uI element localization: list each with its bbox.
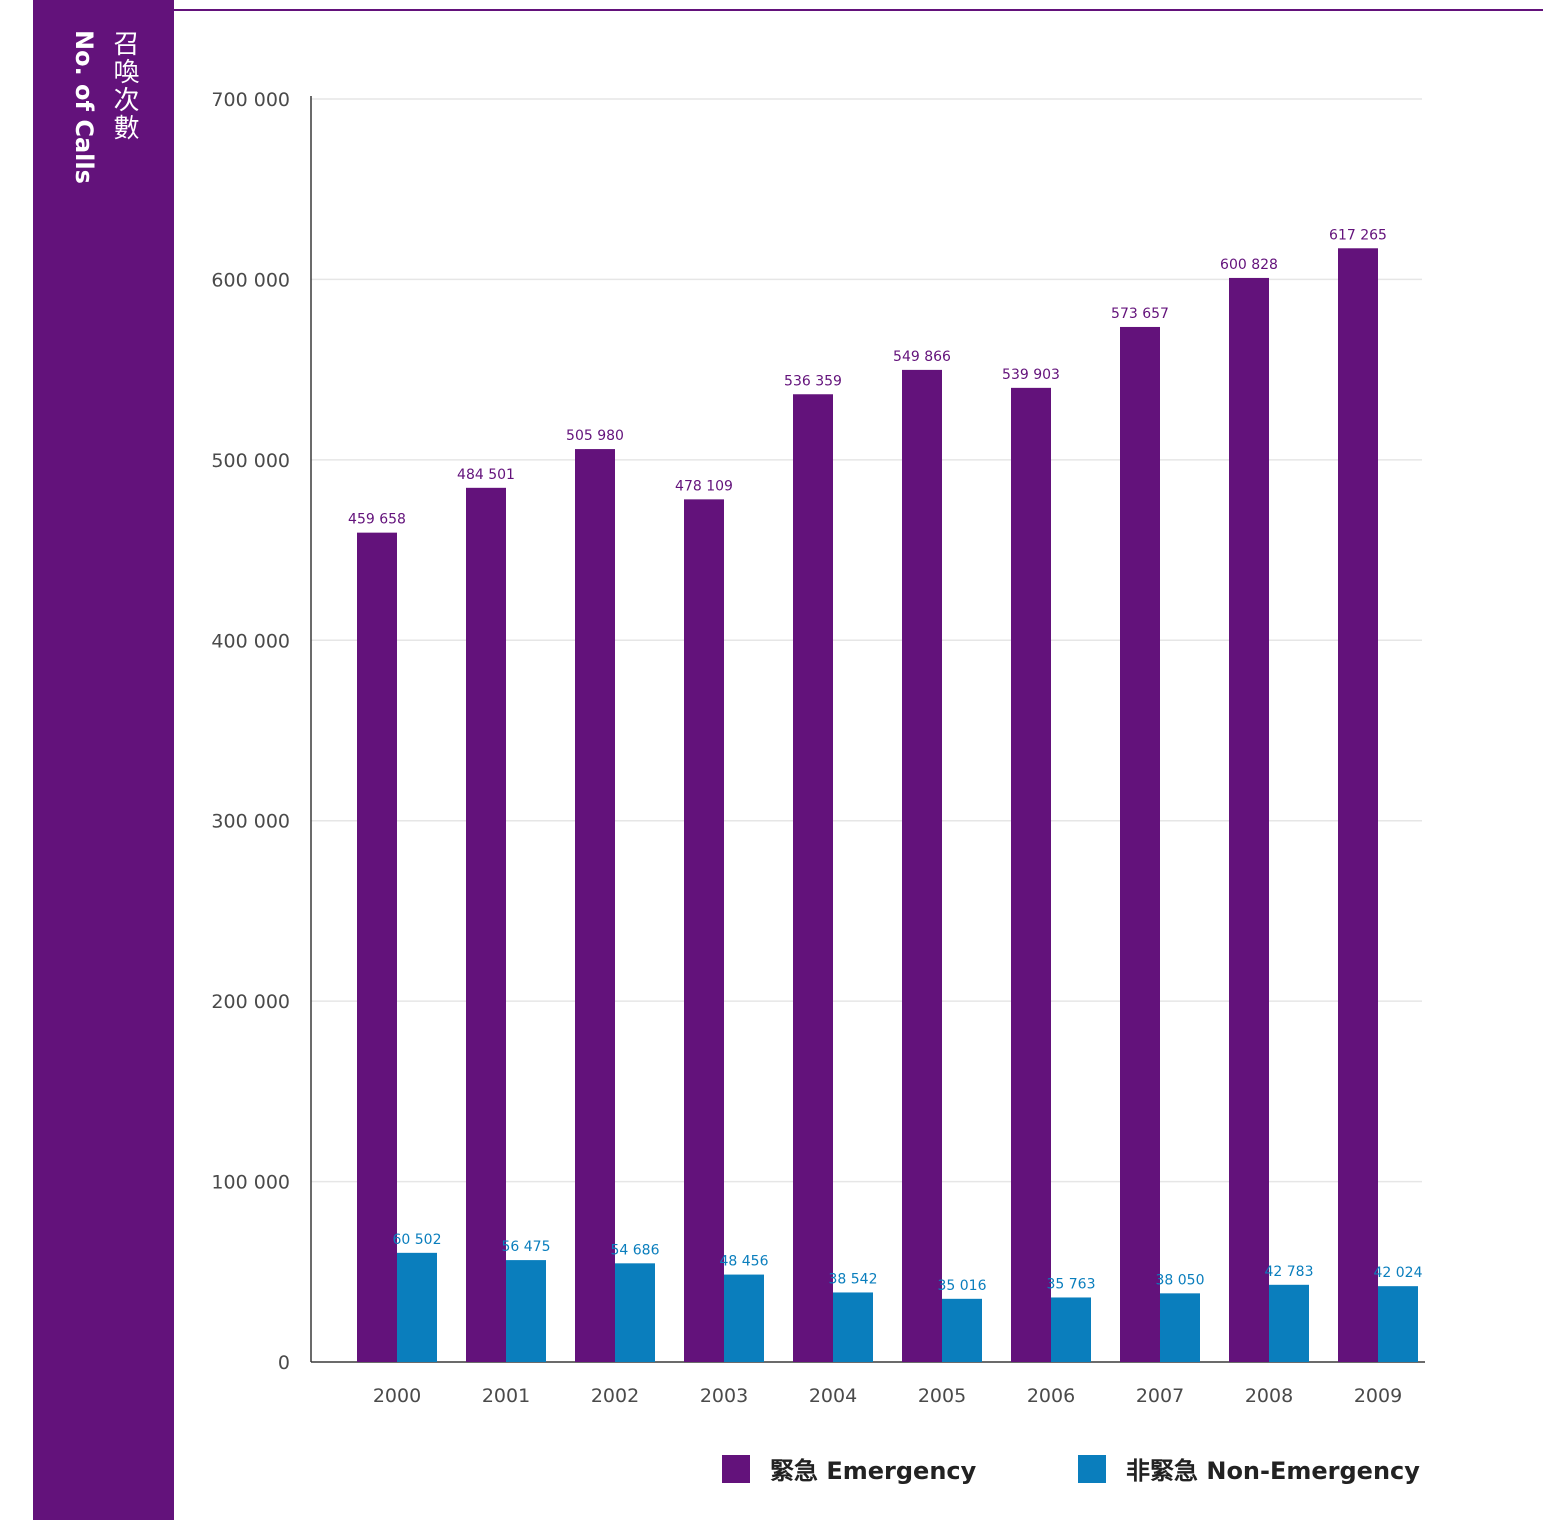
data-label-emergency: 478 109 xyxy=(675,478,733,494)
y-axis-title-zh: 召喚次數 xyxy=(109,30,139,142)
data-label-non-emergency: 54 686 xyxy=(611,1242,660,1258)
bar-non-emergency xyxy=(506,1260,546,1362)
x-tick-label: 2004 xyxy=(809,1385,857,1407)
y-tick-label: 700 000 xyxy=(211,89,290,111)
bar-non-emergency xyxy=(724,1274,764,1362)
data-label-non-emergency: 48 456 xyxy=(720,1254,769,1270)
data-label-non-emergency: 38 542 xyxy=(829,1271,878,1287)
x-tick-label: 2009 xyxy=(1354,1385,1402,1407)
data-label-non-emergency: 42 024 xyxy=(1374,1265,1423,1281)
bar-emergency xyxy=(684,499,724,1363)
bar-non-emergency xyxy=(397,1252,437,1362)
bar-emergency xyxy=(1229,277,1269,1363)
data-label-emergency: 600 828 xyxy=(1220,257,1278,273)
y-tick-label: 0 xyxy=(278,1352,290,1374)
data-label-non-emergency: 60 502 xyxy=(393,1232,442,1248)
y-tick-label: 600 000 xyxy=(211,269,290,291)
data-label-non-emergency: 35 016 xyxy=(938,1278,987,1294)
x-tick-label: 2002 xyxy=(591,1385,639,1407)
data-label-non-emergency: 42 783 xyxy=(1265,1264,1314,1280)
bar-non-emergency xyxy=(1269,1284,1309,1362)
y-tick-label: 300 000 xyxy=(211,811,290,833)
data-label-emergency: 573 657 xyxy=(1111,306,1169,322)
bar-emergency xyxy=(1338,248,1378,1362)
legend-label-emergency: 緊急 Emergency xyxy=(770,1457,977,1485)
bar-emergency xyxy=(466,487,506,1362)
data-label-emergency: 617 265 xyxy=(1329,227,1387,243)
data-label-non-emergency: 56 475 xyxy=(502,1239,551,1255)
y-axis-title: 召喚次數 No. of Calls xyxy=(66,30,146,350)
bar-emergency xyxy=(575,449,615,1362)
legend-swatch-emergency xyxy=(722,1454,750,1483)
sidebar-band xyxy=(33,0,174,1520)
bar-emergency xyxy=(902,369,942,1362)
y-axis-title-en: No. of Calls xyxy=(70,30,98,184)
data-label-emergency: 484 501 xyxy=(457,467,515,483)
data-label-non-emergency: 35 763 xyxy=(1047,1276,1096,1292)
x-tick-label: 2008 xyxy=(1245,1385,1293,1407)
legend: 緊急 Emergency 非緊急 Non-Emergency xyxy=(722,1451,1482,1495)
data-label-emergency: 459 658 xyxy=(348,512,406,528)
data-label-emergency: 549 866 xyxy=(893,349,951,365)
y-tick-label: 400 000 xyxy=(211,630,290,652)
legend-label-non-emergency: 非緊急 Non-Emergency xyxy=(1126,1457,1420,1485)
bar-emergency xyxy=(1120,326,1160,1362)
y-tick-label: 200 000 xyxy=(211,991,290,1013)
data-label-non-emergency: 38 050 xyxy=(1156,1272,1205,1288)
y-tick-label: 100 000 xyxy=(211,1172,290,1194)
x-tick-label: 2006 xyxy=(1027,1385,1075,1407)
x-tick-label: 2003 xyxy=(700,1385,748,1407)
bar-non-emergency xyxy=(1160,1293,1200,1362)
top-rule xyxy=(174,9,1543,11)
bar-emergency xyxy=(793,394,833,1362)
bar-emergency xyxy=(357,532,397,1362)
bar-non-emergency xyxy=(1051,1297,1091,1362)
data-label-emergency: 536 359 xyxy=(784,373,842,389)
legend-item-non-emergency: 非緊急 Non-Emergency xyxy=(1078,1451,1420,1486)
data-label-emergency: 505 980 xyxy=(566,428,624,444)
y-tick-label: 500 000 xyxy=(211,450,290,472)
data-label-emergency: 539 903 xyxy=(1002,367,1060,383)
bar-non-emergency xyxy=(1378,1286,1418,1362)
bar-non-emergency xyxy=(833,1292,873,1362)
legend-item-emergency: 緊急 Emergency xyxy=(722,1451,976,1486)
legend-swatch-non-emergency xyxy=(1078,1454,1106,1483)
x-tick-label: 2000 xyxy=(373,1385,421,1407)
bar-non-emergency xyxy=(942,1298,982,1362)
x-tick-label: 2005 xyxy=(918,1385,966,1407)
x-tick-label: 2007 xyxy=(1136,1385,1184,1407)
bar-non-emergency xyxy=(615,1263,655,1362)
x-tick-label: 2001 xyxy=(482,1385,530,1407)
bar-emergency xyxy=(1011,387,1051,1362)
